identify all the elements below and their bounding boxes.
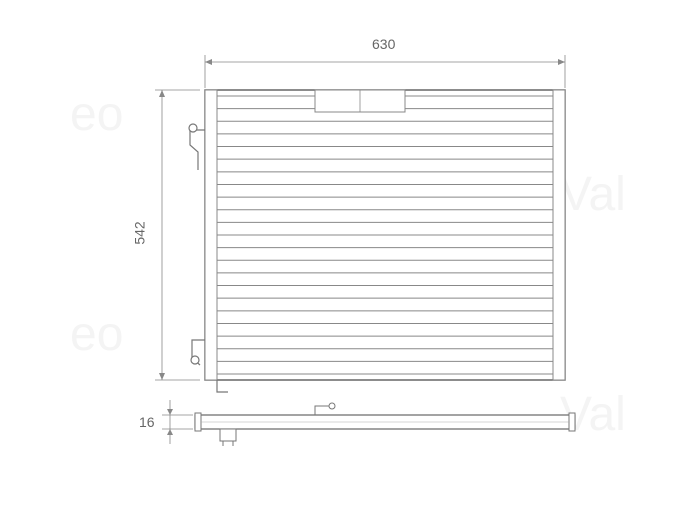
condenser-main-view: [205, 90, 565, 380]
watermark-text: eo: [70, 88, 123, 141]
watermark-text: eo: [70, 308, 123, 361]
technical-drawing: eo Val eo Val: [0, 0, 700, 524]
watermark-text: Val: [560, 168, 626, 221]
width-dimension: [205, 55, 565, 88]
thickness-label: 16: [139, 414, 155, 430]
height-label: 542: [132, 221, 148, 244]
condenser-side-view: [195, 403, 575, 446]
width-label: 630: [372, 36, 395, 52]
thickness-dimension: [162, 400, 193, 444]
height-dimension: [155, 90, 200, 380]
